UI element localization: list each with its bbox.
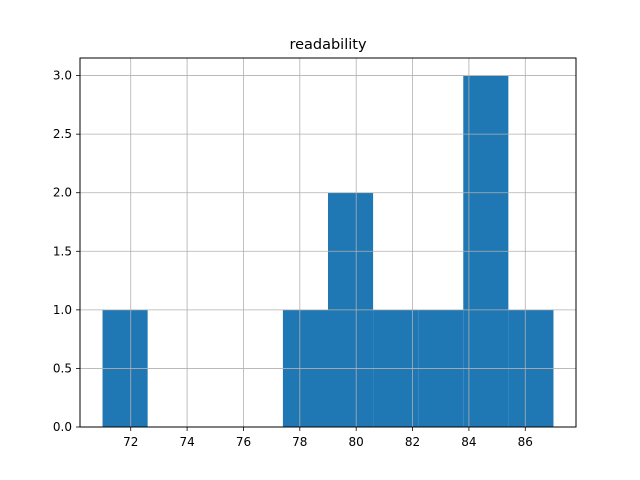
x-tick-label: 80: [349, 435, 364, 449]
y-tick-label: 0.0: [53, 420, 72, 434]
ticks-layer: 72 74 76 78 80 82 84 86 0.0 0.5 1.0 1.5 2.0 2.5 3.0: [53, 69, 533, 449]
y-tick-label: 0.5: [53, 361, 72, 375]
x-tick-label: 74: [179, 435, 194, 449]
x-tick-label: 84: [461, 435, 476, 449]
plot-frame: [79, 57, 577, 428]
y-tick-label: 2.5: [53, 127, 72, 141]
x-tick-label: 86: [518, 435, 533, 449]
chart-title: readability: [289, 37, 367, 53]
x-tick-label: 72: [123, 435, 138, 449]
x-tick-label: 76: [236, 435, 251, 449]
y-tick-label: 2.0: [53, 186, 72, 200]
x-tick-label: 78: [292, 435, 307, 449]
y-tick-label: 1.5: [53, 244, 72, 258]
y-tick-label: 3.0: [53, 69, 72, 83]
x-tick-label: 82: [405, 435, 420, 449]
y-tick-label: 1.0: [53, 303, 72, 317]
grid-layer: [80, 58, 576, 428]
